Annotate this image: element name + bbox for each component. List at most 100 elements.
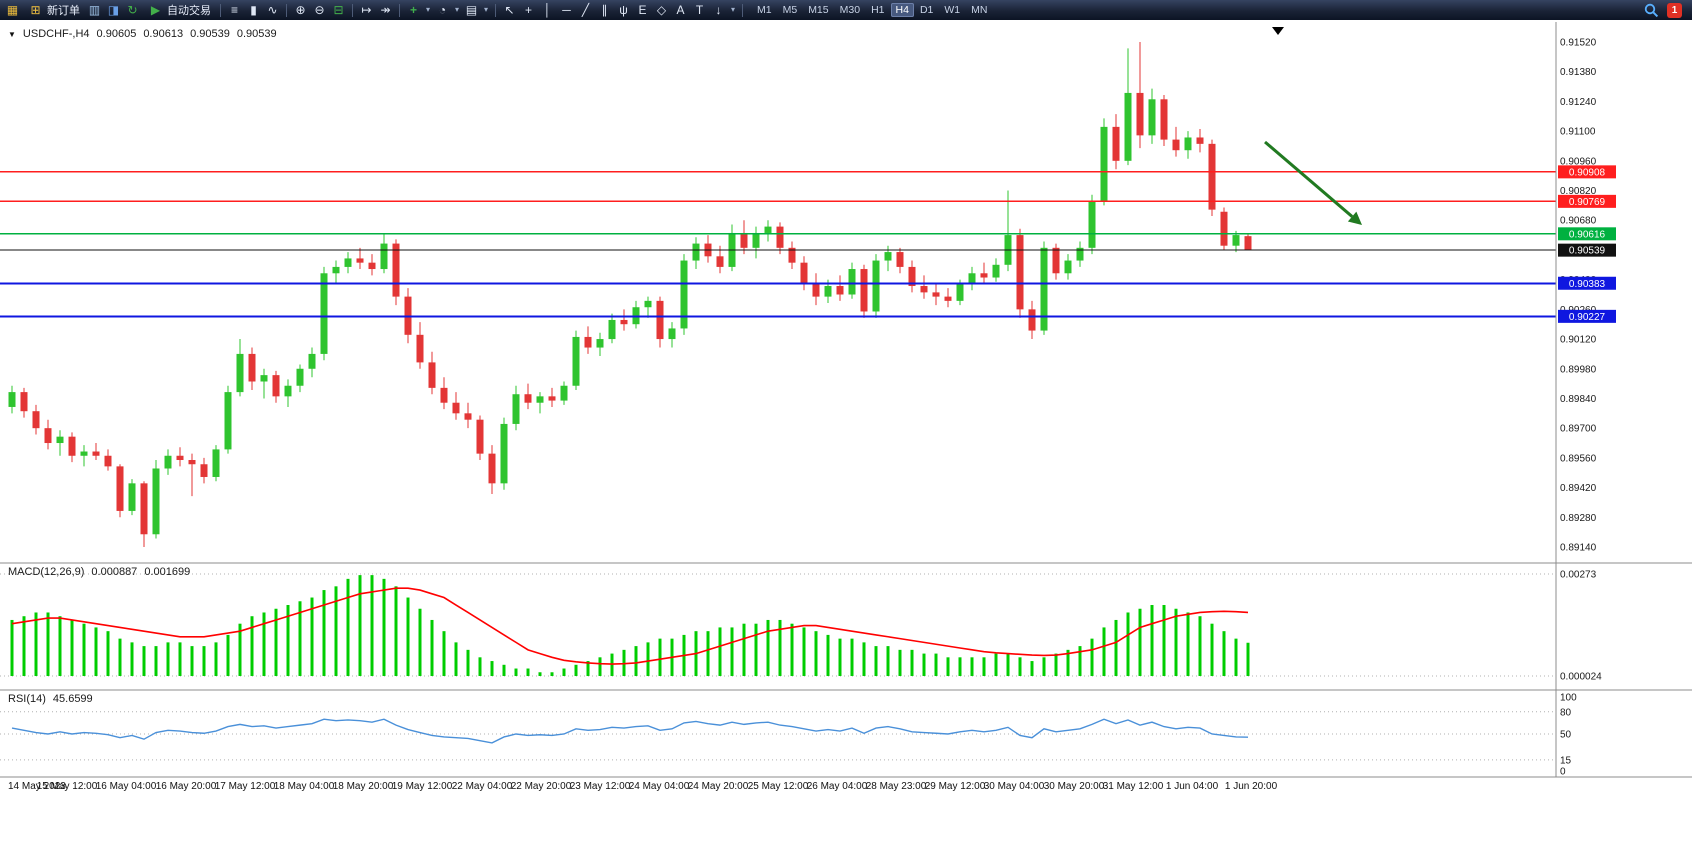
profile-icon[interactable]: ◨ bbox=[107, 3, 120, 17]
horizontal-line-icon[interactable]: ─ bbox=[562, 3, 571, 17]
chart-window: 0.91520 0.91380 0.91240 0.91100 0.90960 0.908… bbox=[0, 20, 1692, 862]
price-badge-current-price: 0.90539 bbox=[1558, 243, 1616, 257]
svg-text:0.90769: 0.90769 bbox=[1569, 197, 1606, 208]
svg-text:0.89980: 0.89980 bbox=[1560, 364, 1597, 375]
zoom-out-icon[interactable]: ⊖ bbox=[314, 3, 325, 17]
macd-signal-value: 0.001699 bbox=[144, 566, 191, 578]
indicators-dropdown-icon[interactable]: ▾ bbox=[425, 5, 430, 14]
timeframe-mn[interactable]: MN bbox=[971, 4, 988, 16]
candles-layer bbox=[8, 42, 1252, 547]
toolbar-separator bbox=[352, 3, 353, 17]
macd-histogram bbox=[10, 575, 1250, 676]
price-badge-support: 0.90227 bbox=[1558, 309, 1616, 323]
svg-text:0.90383: 0.90383 bbox=[1569, 279, 1606, 290]
pitchfork-icon[interactable]: ψ bbox=[619, 3, 628, 17]
svg-text:0.90616: 0.90616 bbox=[1569, 229, 1606, 240]
horizontal-lines-layer[interactable] bbox=[0, 171, 1556, 318]
svg-text:0: 0 bbox=[1560, 767, 1566, 778]
toolbar-separator bbox=[399, 3, 400, 17]
svg-text:0.90227: 0.90227 bbox=[1569, 312, 1606, 323]
zoom-in-icon[interactable]: ⊕ bbox=[295, 3, 306, 17]
svg-text:19 May 12:00: 19 May 12:00 bbox=[392, 781, 453, 792]
arrows-tool-icon[interactable]: ↓ bbox=[715, 3, 722, 17]
svg-text:14 May 2023: 14 May 2023 bbox=[8, 781, 66, 792]
vertical-line-icon[interactable]: │ bbox=[543, 3, 552, 17]
svg-text:31 May 12:00: 31 May 12:00 bbox=[1103, 781, 1164, 792]
svg-text:17 May 12:00: 17 May 12:00 bbox=[215, 781, 276, 792]
toolbar: ▦ ⊞ 新订单 ▥ ◨ ↻ ▶ 自动交易 ≡ ▮ ∿ ⊕ ⊖ ⊟ ↦ ↠ + ▾… bbox=[0, 0, 1692, 20]
svg-text:16 May 20:00: 16 May 20:00 bbox=[156, 781, 217, 792]
toolbar-separator bbox=[742, 3, 743, 17]
auto-trading-label: 自动交易 bbox=[167, 5, 211, 17]
chart-shift-marker[interactable] bbox=[1272, 27, 1284, 35]
macd-signal-line bbox=[11, 587, 1249, 665]
timeframe-w1[interactable]: W1 bbox=[944, 4, 961, 16]
auto-trading-icon: ▶ bbox=[150, 3, 161, 17]
periods-icon[interactable]: ◔ bbox=[438, 3, 447, 17]
svg-text:50: 50 bbox=[1560, 730, 1572, 741]
candlestick-icon[interactable]: ▮ bbox=[250, 3, 257, 17]
bar-chart-icon[interactable]: ≡ bbox=[230, 3, 238, 17]
timeframe-m30[interactable]: M30 bbox=[839, 4, 861, 16]
elliott-icon[interactable]: E bbox=[638, 3, 647, 17]
svg-text:0.89840: 0.89840 bbox=[1560, 394, 1597, 405]
template-dropdown-icon[interactable]: ▾ bbox=[483, 5, 488, 14]
timeframe-m5[interactable]: M5 bbox=[782, 4, 798, 16]
text-tool-icon[interactable]: A bbox=[676, 3, 685, 17]
indicators-icon[interactable]: + bbox=[409, 3, 417, 17]
trendline-icon[interactable]: ╱ bbox=[581, 3, 590, 17]
toolbar-separator bbox=[495, 3, 496, 17]
notification-badge[interactable]: 1 bbox=[1667, 2, 1682, 18]
svg-text:1 Jun 04:00: 1 Jun 04:00 bbox=[1166, 781, 1219, 792]
svg-text:15: 15 bbox=[1560, 755, 1572, 766]
price-badge-resistance: 0.90908 bbox=[1558, 165, 1616, 179]
svg-text:0.91380: 0.91380 bbox=[1560, 67, 1597, 78]
rsi-indicator-label: RSI(14) 45.6599 bbox=[8, 693, 93, 705]
svg-text:0.90539: 0.90539 bbox=[1569, 246, 1606, 257]
auto-trading-button[interactable]: ▶ 自动交易 bbox=[143, 1, 215, 19]
rsi-line bbox=[11, 718, 1249, 744]
ohlc-readout: 0.90605 0.90613 0.90539 0.90539 bbox=[97, 28, 277, 40]
timeframe-d1[interactable]: D1 bbox=[919, 4, 934, 16]
new-order-button[interactable]: ⊞ 新订单 bbox=[23, 1, 84, 19]
crosshair-icon[interactable]: + bbox=[524, 3, 532, 17]
chart-collapse-icon[interactable]: ▼ bbox=[8, 29, 16, 39]
auto-scroll-icon[interactable]: ↠ bbox=[380, 3, 391, 17]
svg-text:0.89280: 0.89280 bbox=[1560, 513, 1597, 524]
line-chart-icon[interactable]: ∿ bbox=[267, 3, 278, 17]
svg-text:0.89420: 0.89420 bbox=[1560, 483, 1597, 494]
timeframe-m1[interactable]: M1 bbox=[757, 4, 772, 16]
cursor-icon[interactable]: ↖ bbox=[504, 3, 515, 17]
price-badge-level: 0.90616 bbox=[1558, 227, 1616, 241]
tile-windows-icon[interactable]: ⊟ bbox=[333, 3, 344, 17]
charts-icon[interactable]: ▥ bbox=[88, 3, 101, 17]
chart-shift-icon[interactable]: ↦ bbox=[361, 3, 372, 17]
shapes-icon[interactable]: ◇ bbox=[656, 3, 667, 17]
timeframe-m15[interactable]: M15 bbox=[808, 4, 829, 16]
app-icon: ▦ bbox=[6, 3, 19, 17]
label-tool-icon[interactable]: T bbox=[695, 3, 704, 17]
close-value: 0.90539 bbox=[236, 28, 277, 40]
refresh-icon[interactable]: ↻ bbox=[127, 3, 138, 17]
price-chart[interactable]: 0.91520 0.91380 0.91240 0.91100 0.90960 0.908… bbox=[0, 20, 1692, 862]
svg-text:0.91520: 0.91520 bbox=[1560, 38, 1597, 49]
arrows-dropdown-icon[interactable]: ▾ bbox=[730, 5, 735, 14]
timeframe-h4[interactable]: H4 bbox=[890, 3, 914, 17]
periods-dropdown-icon[interactable]: ▾ bbox=[454, 5, 459, 14]
toolbar-separator bbox=[220, 3, 221, 17]
search-icon[interactable] bbox=[1644, 3, 1659, 18]
trend-arrow-annotation[interactable] bbox=[1264, 140, 1362, 225]
open-value: 0.90605 bbox=[96, 28, 137, 40]
svg-text:0.00273: 0.00273 bbox=[1560, 570, 1597, 581]
new-order-label: 新订单 bbox=[47, 5, 80, 17]
svg-text:30 May 04:00: 30 May 04:00 bbox=[984, 781, 1045, 792]
svg-text:0.90820: 0.90820 bbox=[1560, 186, 1597, 197]
svg-text:29 May 12:00: 29 May 12:00 bbox=[925, 781, 986, 792]
timeframe-h1[interactable]: H1 bbox=[871, 4, 885, 16]
symbol-title: USDCHF-,H4 bbox=[22, 28, 90, 40]
svg-text:0.90960: 0.90960 bbox=[1560, 156, 1597, 167]
channel-icon[interactable]: ∥ bbox=[601, 3, 608, 17]
template-icon[interactable]: ▤ bbox=[465, 3, 478, 17]
svg-text:18 May 20:00: 18 May 20:00 bbox=[333, 781, 394, 792]
